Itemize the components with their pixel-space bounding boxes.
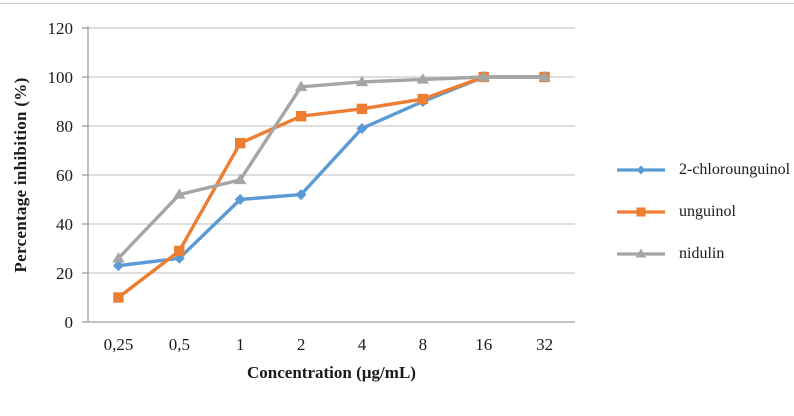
y-tick-label-40: 40 <box>56 215 73 234</box>
legend-label: 2-chlorounguinol <box>679 161 791 178</box>
legend-diamond-swatch-icon <box>617 165 665 175</box>
marker-2-chlorounguinol-0,25 <box>112 260 124 272</box>
top-rule <box>0 3 794 4</box>
marker-unguinol-0,25 <box>113 292 124 303</box>
marker-nidulin-4 <box>355 75 369 87</box>
marker-unguinol-1 <box>234 137 246 149</box>
marker-unguinol-8 <box>417 93 429 105</box>
y-tick-label-60: 60 <box>56 166 73 185</box>
legend-item-nidulin: nidulin <box>617 233 790 275</box>
x-tick-label-8: 8 <box>419 335 428 354</box>
legend-triangle-swatch-icon <box>617 248 665 258</box>
marker-2-chlorounguinol-1 <box>234 194 246 205</box>
legend-label: unguinol <box>679 203 736 220</box>
legend-label: nidulin <box>679 245 725 262</box>
series-line-nidulin <box>117 75 545 260</box>
series-line-2-chlorounguinol <box>118 75 545 268</box>
legend-square-swatch-icon <box>617 207 665 217</box>
x-tick-label-2: 2 <box>297 335 306 354</box>
marker-unguinol-4 <box>356 103 368 115</box>
y-tick-label-0: 0 <box>65 313 74 332</box>
legend-item-unguinol: unguinol <box>617 191 790 233</box>
legend: 2-chlorounguinol unguinol nidulin <box>617 149 790 275</box>
x-tick-label-0,5: 0,5 <box>169 335 190 354</box>
x-axis-title: Concentration (µg/mL) <box>247 363 416 382</box>
marker-unguinol-0,5 <box>174 245 185 257</box>
marker-nidulin-32 <box>538 70 551 82</box>
x-tick-label-32: 32 <box>536 335 553 354</box>
y-tick-label-120: 120 <box>48 19 74 38</box>
marker-nidulin-1 <box>233 173 247 185</box>
marker-2-chlorounguinol-4 <box>356 122 368 134</box>
y-tick-label-20: 20 <box>56 264 73 283</box>
marker-nidulin-0,25 <box>112 252 125 263</box>
marker-nidulin-2 <box>294 80 308 91</box>
marker-nidulin-0,5 <box>173 188 186 199</box>
x-tick-label-4: 4 <box>358 335 367 354</box>
legend-item-2-chlorounguinol: 2-chlorounguinol <box>617 149 790 191</box>
x-tick-label-0,25: 0,25 <box>104 335 134 354</box>
marker-nidulin-8 <box>416 73 430 84</box>
x-tick-label-16: 16 <box>475 335 492 354</box>
marker-unguinol-2 <box>295 111 307 122</box>
y-tick-label-80: 80 <box>56 117 73 136</box>
series-line-unguinol <box>117 75 545 299</box>
marker-2-chlorounguinol-2 <box>295 189 307 201</box>
x-tick-label-1: 1 <box>236 335 245 354</box>
y-tick-label-100: 100 <box>48 68 74 87</box>
marker-nidulin-16 <box>477 70 490 82</box>
